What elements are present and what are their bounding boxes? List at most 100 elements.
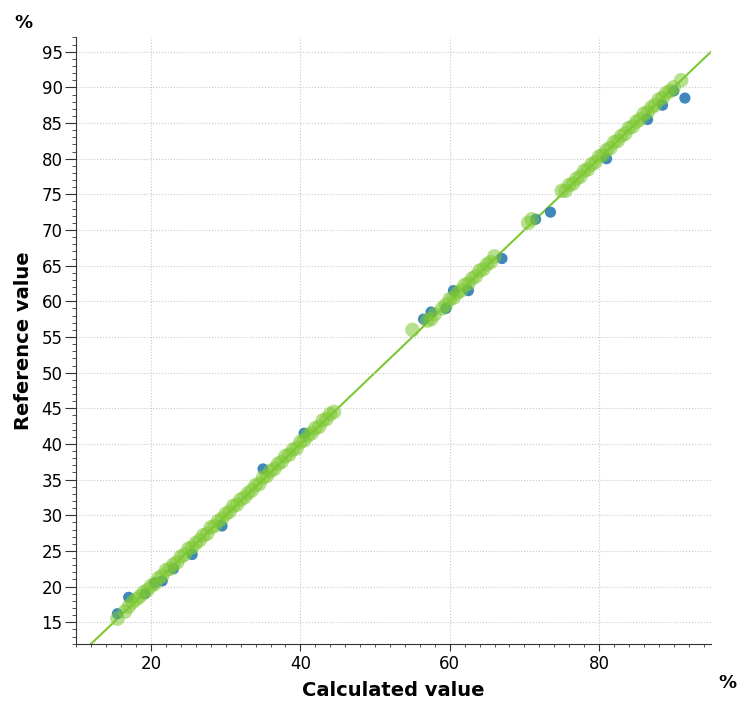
Point bbox=[261, 471, 273, 482]
Point bbox=[127, 597, 139, 608]
Point bbox=[119, 606, 131, 618]
Point bbox=[649, 99, 661, 111]
Point bbox=[604, 142, 616, 154]
Point bbox=[560, 185, 572, 196]
Point bbox=[112, 613, 124, 625]
Point bbox=[530, 213, 542, 225]
Point bbox=[216, 513, 228, 525]
Point bbox=[123, 601, 135, 613]
Point bbox=[590, 156, 602, 168]
Point bbox=[112, 608, 124, 620]
Point bbox=[652, 94, 664, 105]
Point bbox=[224, 506, 236, 518]
Point bbox=[656, 92, 668, 104]
Point bbox=[463, 278, 475, 289]
Point bbox=[152, 573, 164, 584]
Point bbox=[175, 551, 187, 563]
Point bbox=[679, 92, 691, 104]
Point bbox=[578, 165, 590, 176]
Point bbox=[601, 153, 613, 164]
Point bbox=[567, 178, 579, 189]
Point bbox=[406, 324, 418, 336]
Point bbox=[477, 263, 489, 275]
Point bbox=[422, 315, 434, 326]
Point bbox=[448, 292, 460, 303]
Point bbox=[186, 549, 198, 560]
Point bbox=[250, 480, 262, 491]
Point bbox=[201, 528, 213, 540]
Point bbox=[620, 128, 632, 139]
Point bbox=[295, 436, 307, 448]
Point bbox=[571, 173, 583, 184]
Point bbox=[612, 135, 624, 146]
Point bbox=[137, 587, 149, 598]
Point bbox=[156, 570, 168, 582]
Point bbox=[623, 122, 635, 134]
Point bbox=[634, 114, 646, 125]
Point bbox=[298, 428, 310, 439]
Point bbox=[205, 522, 217, 533]
Point bbox=[320, 413, 332, 425]
Point bbox=[645, 101, 657, 113]
Point bbox=[284, 449, 296, 461]
Point bbox=[178, 549, 190, 560]
Point bbox=[440, 303, 452, 314]
Point bbox=[212, 516, 224, 527]
Point bbox=[631, 116, 643, 127]
Point bbox=[265, 466, 277, 477]
Point bbox=[597, 149, 609, 161]
Point bbox=[148, 578, 160, 590]
X-axis label: Calculated value: Calculated value bbox=[302, 681, 485, 700]
Point bbox=[641, 114, 653, 125]
Point bbox=[544, 206, 556, 218]
Point bbox=[656, 99, 668, 111]
Point bbox=[638, 108, 650, 119]
Point bbox=[235, 494, 247, 506]
Point bbox=[574, 171, 586, 182]
Text: %: % bbox=[718, 674, 736, 692]
Point bbox=[160, 565, 172, 576]
Point bbox=[425, 313, 437, 325]
Point bbox=[556, 185, 568, 196]
Point bbox=[291, 443, 303, 454]
Point bbox=[675, 74, 687, 86]
Point bbox=[316, 415, 328, 426]
Point bbox=[444, 293, 456, 305]
Point bbox=[563, 179, 575, 191]
Point bbox=[268, 463, 280, 475]
Point bbox=[496, 253, 508, 264]
Point bbox=[257, 472, 269, 483]
Point bbox=[216, 521, 228, 532]
Point bbox=[171, 557, 183, 568]
Point bbox=[484, 256, 496, 268]
Point bbox=[436, 303, 448, 314]
Point bbox=[466, 273, 478, 284]
Point bbox=[186, 542, 198, 553]
Point bbox=[148, 578, 160, 589]
Point bbox=[231, 499, 243, 511]
Point bbox=[167, 559, 179, 570]
Point bbox=[156, 575, 168, 587]
Point bbox=[209, 521, 220, 532]
Point bbox=[280, 451, 292, 462]
Point bbox=[287, 444, 299, 456]
Point bbox=[429, 308, 441, 320]
Point bbox=[302, 430, 313, 441]
Point bbox=[227, 501, 239, 512]
Point bbox=[488, 251, 500, 262]
Point bbox=[627, 121, 639, 132]
Point bbox=[298, 435, 310, 446]
Point bbox=[305, 428, 317, 439]
Point bbox=[164, 563, 176, 575]
Point bbox=[522, 217, 534, 228]
Point bbox=[459, 279, 471, 291]
Point bbox=[194, 535, 206, 546]
Point bbox=[448, 285, 460, 296]
Point bbox=[254, 478, 266, 490]
Point bbox=[182, 543, 194, 555]
Point bbox=[324, 408, 336, 420]
Point bbox=[145, 580, 157, 592]
Point bbox=[418, 313, 430, 325]
Point bbox=[123, 592, 135, 603]
Point bbox=[309, 423, 321, 434]
